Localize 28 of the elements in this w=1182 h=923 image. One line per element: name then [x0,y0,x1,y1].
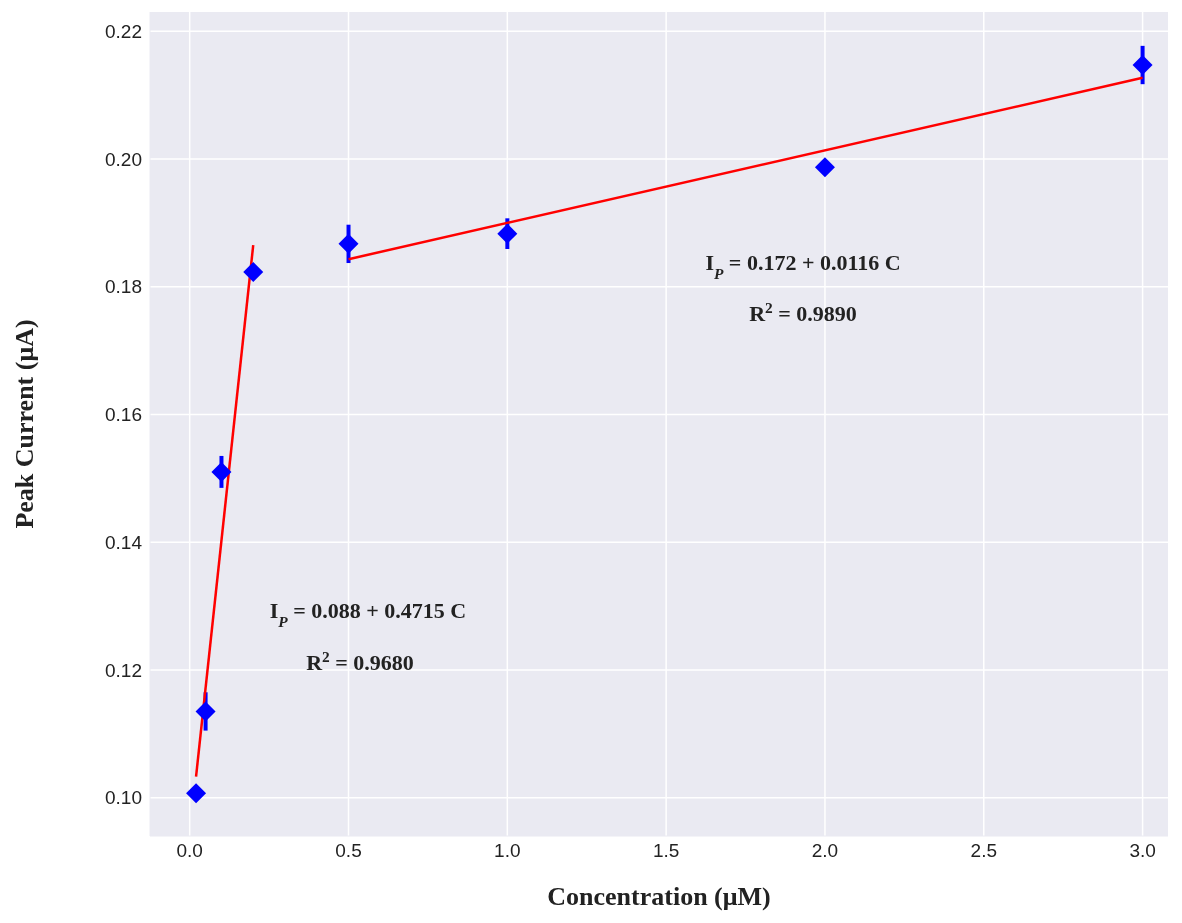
x-tick-label: 0.5 [335,840,362,862]
point [195,701,216,722]
point [243,261,264,282]
point [814,157,835,178]
y-tick-label: 0.16 [105,404,142,426]
annotation: R$^{2}$ = 0.9890 [749,298,857,326]
y-axis-title: Peak Current (μA) [10,319,40,529]
y-tick-label: 0.10 [105,787,142,809]
y-tick-label: 0.20 [105,148,142,170]
x-tick-label: 2.5 [970,840,997,862]
y-tick-label: 0.18 [105,276,142,298]
annotation: R$^{2}$ = 0.9680 [306,647,414,675]
point [338,233,359,254]
y-tick-label: 0.22 [105,20,142,42]
annotation: I$_{P}$ = 0.172 + 0.0116 C [705,250,901,282]
x-axis-title: Concentration (μM) [547,882,771,911]
x-tick-label: 1.5 [652,840,680,862]
x-tick-label: 3.0 [1129,840,1156,862]
point [497,223,518,244]
point [1132,55,1153,76]
point [211,461,232,482]
annotation: I$_{P}$ = 0.088 + 0.4715 C [269,598,467,630]
y-tick-label: 0.12 [105,659,142,681]
point [186,783,207,804]
y-tick-label: 0.14 [105,531,143,553]
x-tick-label: 1.0 [494,840,521,862]
x-tick-label: 2.0 [811,840,839,862]
x-tick-label: 0.0 [176,840,203,862]
